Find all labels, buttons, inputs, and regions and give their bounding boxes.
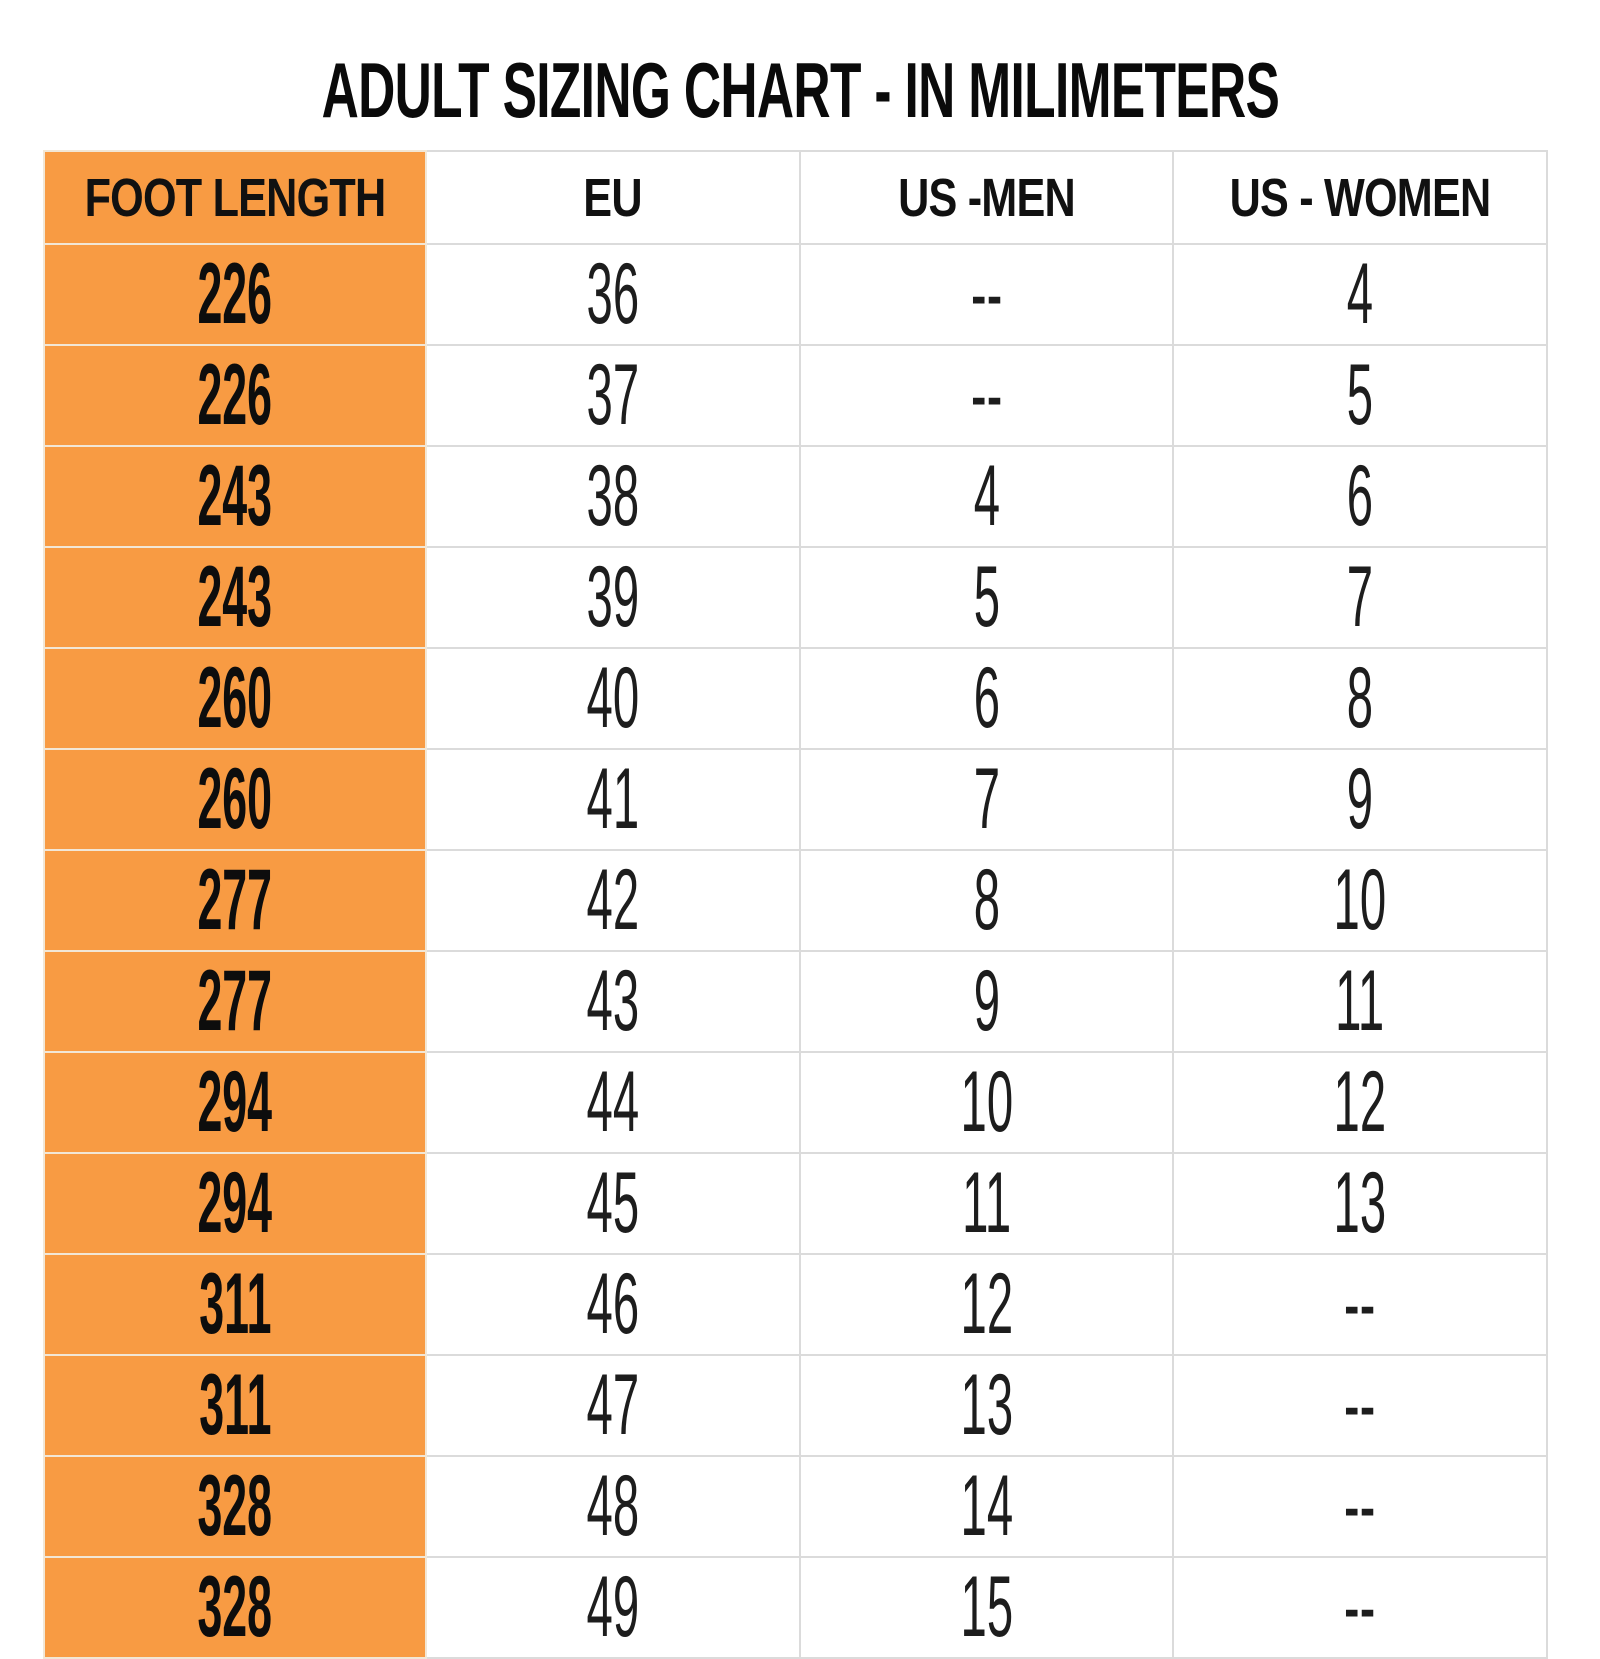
col-header-us-men: US -MEN: [799, 150, 1174, 245]
table-row: 311 46 12 --: [43, 1253, 1548, 1356]
table-row: 311 47 13 --: [43, 1354, 1548, 1457]
cell-eu: 42: [425, 849, 801, 952]
cell-us-men: 4: [799, 445, 1174, 548]
table-row: 328 49 15 --: [43, 1556, 1548, 1659]
table-body: 226 36 -- 4 226 37 -- 5 243 38 4 6 243 39 5 7 260 40 6 8 260…: [43, 243, 1548, 1659]
cell-eu: 37: [425, 344, 801, 447]
cell-us-men: --: [799, 243, 1174, 346]
col-header-foot-length: FOOT LENGTH: [43, 150, 427, 245]
col-header-eu: EU: [425, 150, 801, 245]
table-row: 226 36 -- 4: [43, 243, 1548, 346]
cell-us-women: 13: [1172, 1152, 1548, 1255]
cell-us-women: 4: [1172, 243, 1548, 346]
cell-eu: 40: [425, 647, 801, 750]
cell-foot-length: 277: [43, 849, 427, 952]
cell-eu: 46: [425, 1253, 801, 1356]
cell-us-men: 5: [799, 546, 1174, 649]
page-title-text: ADULT SIZING CHART - IN MILIMETERS: [321, 46, 1279, 134]
cell-us-women: 10: [1172, 849, 1548, 952]
cell-us-men: 12: [799, 1253, 1174, 1356]
cell-foot-length: 294: [43, 1152, 427, 1255]
cell-us-women: --: [1172, 1455, 1548, 1558]
cell-us-men: 14: [799, 1455, 1174, 1558]
cell-eu: 38: [425, 445, 801, 548]
cell-us-women: 7: [1172, 546, 1548, 649]
table-row: 294 44 10 12: [43, 1051, 1548, 1154]
cell-us-men: 8: [799, 849, 1174, 952]
cell-eu: 49: [425, 1556, 801, 1659]
header-row: FOOT LENGTH EU US -MEN US - WOMEN: [43, 150, 1548, 245]
cell-us-women: --: [1172, 1556, 1548, 1659]
cell-us-women: 6: [1172, 445, 1548, 548]
col-header-us-women: US - WOMEN: [1172, 150, 1548, 245]
cell-us-men: 15: [799, 1556, 1174, 1659]
table-row: 260 41 7 9: [43, 748, 1548, 851]
sizing-table: FOOT LENGTH EU US -MEN US - WOMEN 226 36-…: [43, 150, 1548, 1659]
page-title: ADULT SIZING CHART - IN MILIMETERS: [0, 42, 1600, 138]
cell-foot-length: 294: [43, 1051, 427, 1154]
table-row: 243 39 5 7: [43, 546, 1548, 649]
cell-foot-length: 328: [43, 1455, 427, 1558]
cell-foot-length: 277: [43, 950, 427, 1053]
cell-us-men: 13: [799, 1354, 1174, 1457]
table-row: 277 42 8 10: [43, 849, 1548, 952]
cell-eu: 36: [425, 243, 801, 346]
cell-foot-length: 328: [43, 1556, 427, 1659]
table-row: 243 38 4 6: [43, 445, 1548, 548]
cell-foot-length: 226: [43, 344, 427, 447]
cell-us-men: 6: [799, 647, 1174, 750]
cell-foot-length: 243: [43, 445, 427, 548]
cell-us-men: 9: [799, 950, 1174, 1053]
cell-eu: 45: [425, 1152, 801, 1255]
cell-us-women: 9: [1172, 748, 1548, 851]
cell-us-women: --: [1172, 1354, 1548, 1457]
cell-us-men: --: [799, 344, 1174, 447]
cell-foot-length: 311: [43, 1253, 427, 1356]
cell-us-women: 11: [1172, 950, 1548, 1053]
cell-eu: 47: [425, 1354, 801, 1457]
table-row: 226 37 -- 5: [43, 344, 1548, 447]
table-row: 294 45 11 13: [43, 1152, 1548, 1255]
cell-eu: 43: [425, 950, 801, 1053]
cell-us-men: 7: [799, 748, 1174, 851]
cell-foot-length: 243: [43, 546, 427, 649]
cell-eu: 39: [425, 546, 801, 649]
cell-us-women: 8: [1172, 647, 1548, 750]
cell-us-women: --: [1172, 1253, 1548, 1356]
cell-us-men: 11: [799, 1152, 1174, 1255]
cell-eu: 41: [425, 748, 801, 851]
table-row: 260 40 6 8: [43, 647, 1548, 750]
cell-us-men: 10: [799, 1051, 1174, 1154]
cell-eu: 44: [425, 1051, 801, 1154]
cell-foot-length: 260: [43, 748, 427, 851]
cell-us-women: 12: [1172, 1051, 1548, 1154]
cell-foot-length: 260: [43, 647, 427, 750]
cell-foot-length: 226: [43, 243, 427, 346]
table-row: 277 43 9 11: [43, 950, 1548, 1053]
table-row: 328 48 14 --: [43, 1455, 1548, 1558]
cell-eu: 48: [425, 1455, 801, 1558]
cell-us-women: 5: [1172, 344, 1548, 447]
cell-foot-length: 311: [43, 1354, 427, 1457]
